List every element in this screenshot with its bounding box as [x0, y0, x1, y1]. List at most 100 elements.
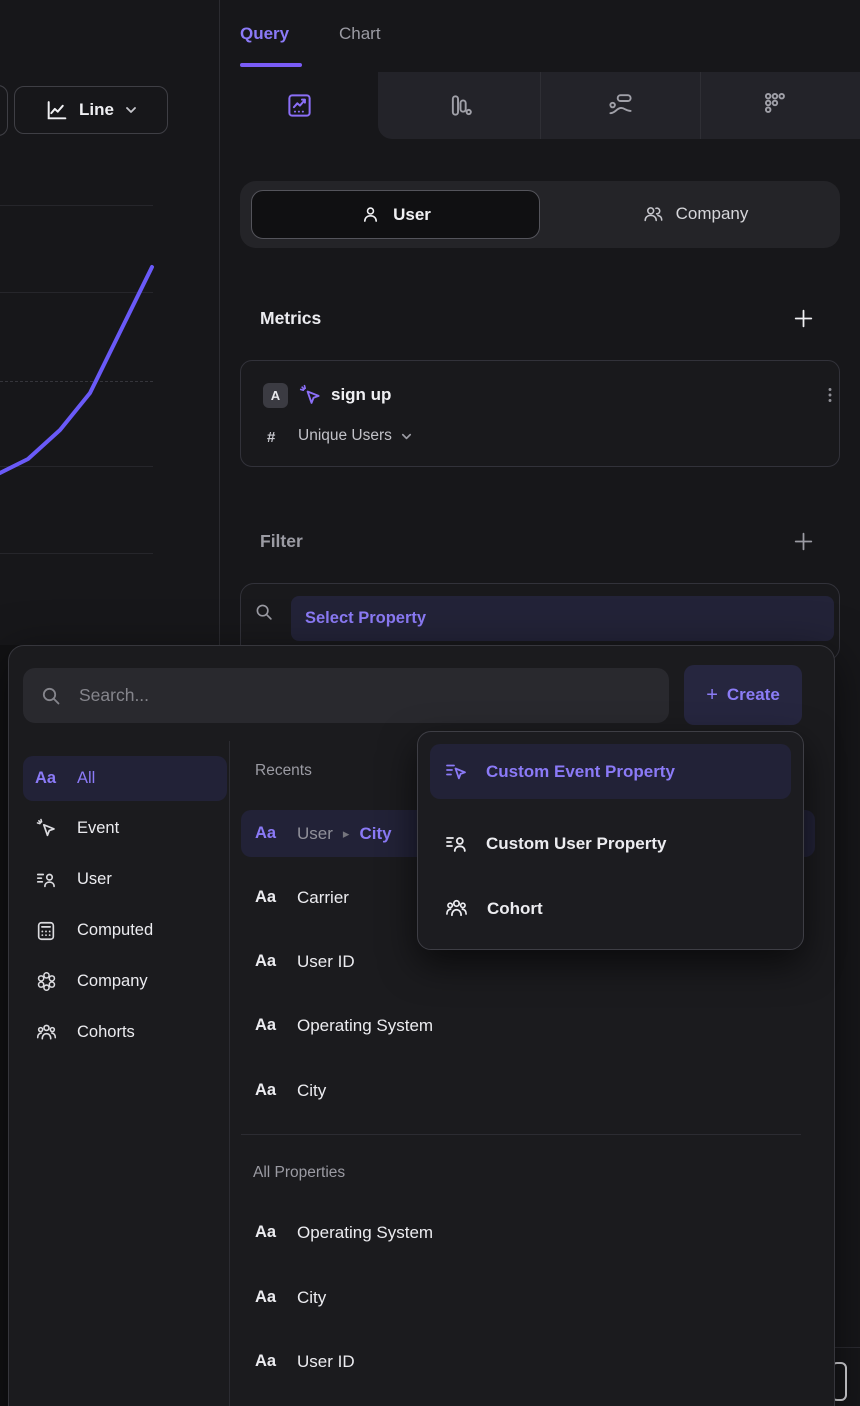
entity-segmented-control: User Company: [240, 181, 840, 248]
cursor-sparkle-icon: [298, 383, 323, 408]
create-button[interactable]: + Create: [684, 665, 802, 725]
aggregation-prefix: #: [267, 429, 276, 446]
aa-icon: Aa: [255, 1081, 277, 1099]
category-label: User: [77, 870, 112, 888]
recent-label: Operating System: [297, 1015, 434, 1035]
select-property-chip[interactable]: Select Property: [291, 596, 834, 641]
metric-event-name[interactable]: sign up: [331, 385, 392, 404]
recent-label: City: [297, 1080, 327, 1100]
chevron-down-icon: [400, 430, 413, 443]
category-user[interactable]: User: [23, 857, 227, 902]
kebab-menu-icon[interactable]: [819, 384, 841, 406]
people-icon: [444, 896, 469, 921]
underlying-divider: [833, 1347, 860, 1348]
menu-item-custom-event-property[interactable]: Custom Event Property: [430, 744, 791, 799]
chart-type-dropdown[interactable]: Line: [14, 86, 168, 134]
recents-heading: Recents: [255, 762, 312, 779]
recent-item[interactable]: Aa City: [241, 1067, 815, 1114]
category-cohorts[interactable]: Cohorts: [23, 1010, 227, 1055]
property-item[interactable]: Aa Operating System: [241, 1209, 815, 1256]
modal-column-divider: [229, 741, 230, 1406]
category-all[interactable]: Aa All: [23, 756, 227, 801]
tab-query[interactable]: Query: [240, 24, 290, 43]
insights-icon: [286, 92, 313, 119]
list-person-icon: [35, 869, 77, 891]
aa-icon: Aa: [255, 1352, 277, 1370]
category-label: Event: [77, 819, 120, 837]
aa-icon: Aa: [35, 769, 57, 787]
menu-item-label: Custom Event Property: [486, 761, 675, 781]
recent-item[interactable]: Aa Operating System: [241, 1002, 815, 1049]
tab-divider: [540, 72, 541, 139]
section-divider: [241, 1134, 801, 1135]
category-event[interactable]: Event: [23, 806, 227, 851]
menu-item-cohort[interactable]: Cohort: [430, 881, 791, 936]
chart-gridline-dashed: [0, 381, 153, 382]
aa-icon: Aa: [255, 1288, 277, 1306]
create-menu: Custom Event Property Custom User Proper…: [417, 731, 804, 950]
funnels-tab[interactable]: [436, 81, 484, 129]
segment-user[interactable]: User: [251, 190, 540, 239]
category-computed[interactable]: Computed: [23, 908, 227, 953]
property-label: User ID: [297, 1351, 355, 1371]
tab-query-underline: [240, 63, 302, 67]
metrics-heading: Metrics: [260, 308, 322, 328]
metric-letter-badge: A: [263, 383, 288, 408]
property-label: Operating System: [297, 1222, 434, 1242]
menu-item-custom-user-property[interactable]: Custom User Property: [430, 816, 791, 871]
create-button-label: Create: [726, 685, 780, 704]
aa-icon: Aa: [255, 888, 277, 906]
retention-tab[interactable]: [751, 79, 799, 127]
aggregation-dropdown[interactable]: Unique Users: [298, 427, 413, 445]
menu-item-label: Cohort: [487, 898, 543, 918]
two-person-icon: [642, 203, 664, 225]
flows-icon: [607, 92, 634, 119]
cursor-sparkle-icon: [35, 817, 77, 840]
aa-icon: Aa: [255, 1016, 277, 1034]
category-label: Computed: [77, 921, 154, 939]
search-icon: [39, 684, 63, 708]
category-label: Cohorts: [77, 1023, 135, 1041]
add-metric-button[interactable]: [791, 306, 816, 331]
list-person-icon: [444, 832, 468, 856]
calculator-icon: [35, 920, 77, 942]
people-icon: [35, 1021, 77, 1044]
metric-card[interactable]: A sign up # Unique Users: [240, 360, 840, 467]
tab-divider: [700, 72, 701, 139]
category-label: Company: [77, 972, 148, 990]
funnels-icon: [447, 92, 474, 119]
chart-type-label: Line: [79, 100, 114, 119]
plus-icon: [791, 529, 816, 554]
all-properties-heading: All Properties: [253, 1164, 346, 1181]
chart-gridline: [0, 205, 153, 206]
flows-tab[interactable]: [596, 81, 644, 129]
chart-gridline: [0, 553, 153, 554]
property-item[interactable]: Aa User ID: [241, 1338, 815, 1385]
segment-user-label: User: [393, 204, 431, 224]
aa-icon: Aa: [255, 1223, 277, 1241]
tab-chart[interactable]: Chart: [339, 24, 381, 43]
search-input[interactable]: Search...: [23, 668, 669, 723]
plus-icon: [791, 306, 816, 331]
chart-gridline: [0, 292, 153, 293]
recent-item[interactable]: Aa User ID: [241, 938, 815, 985]
property-label: City: [297, 1287, 327, 1307]
category-company[interactable]: Company: [23, 959, 227, 1004]
retention-icon: [762, 90, 789, 117]
add-filter-button[interactable]: [791, 529, 816, 554]
list-cursor-icon: [444, 760, 468, 784]
left-chart-panel: Line: [0, 0, 219, 645]
aa-icon: Aa: [255, 824, 277, 842]
search-placeholder: Search...: [79, 685, 150, 705]
recent-item[interactable]: Aa Carrier: [241, 874, 815, 921]
menu-item-label: Custom User Property: [486, 833, 667, 853]
chart-gridline: [0, 466, 153, 467]
recent-label: User ID: [297, 951, 355, 971]
insights-tab[interactable]: [275, 81, 323, 129]
segment-company[interactable]: Company: [560, 190, 830, 237]
line-chart-canvas: [0, 265, 154, 475]
line-series: [0, 265, 154, 475]
property-item[interactable]: Aa City: [241, 1274, 815, 1321]
aggregation-label: Unique Users: [298, 427, 392, 444]
